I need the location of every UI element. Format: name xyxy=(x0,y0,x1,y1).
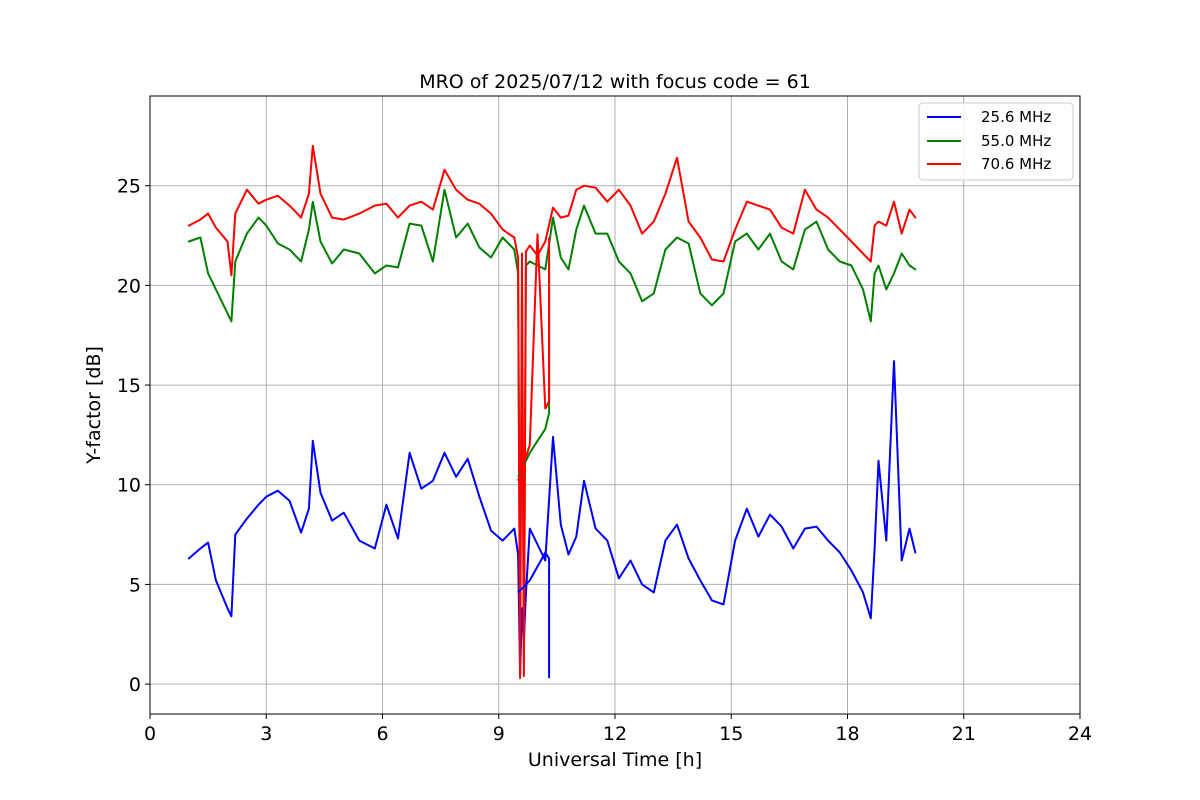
series-line-25-6-mhz xyxy=(187,360,917,676)
tick-layer: 0 3 6 9 12 15 18 21 24 0 5 10 15 20 25 xyxy=(117,176,1092,745)
y-tick-label: 25 xyxy=(117,176,141,198)
chart-title: MRO of 2025/07/12 with focus code = 61 xyxy=(419,71,811,93)
x-tick-label: 24 xyxy=(1068,723,1092,745)
y-tick-label: 0 xyxy=(129,674,141,696)
x-tick-label: 21 xyxy=(952,723,976,745)
series-line-55-0-mhz xyxy=(187,188,917,666)
x-tick-label: 0 xyxy=(144,723,156,745)
y-axis-label: Y-factor [dB] xyxy=(83,346,105,465)
legend-label-25-6: 25.6 MHz xyxy=(981,108,1051,126)
legend-box xyxy=(918,102,1074,181)
x-tick-label: 6 xyxy=(376,723,388,745)
legend-label-70-6: 70.6 MHz xyxy=(981,155,1051,173)
x-tick-label: 3 xyxy=(260,723,272,745)
y-tick-label: 15 xyxy=(117,375,141,397)
x-axis-label: Universal Time [h] xyxy=(528,749,702,771)
y-tick-label: 20 xyxy=(117,275,141,297)
series-transition-70-6-mhz xyxy=(517,233,551,482)
series-layer xyxy=(187,144,917,680)
series-transition-25-6-mhz xyxy=(517,550,551,679)
x-tick-label: 9 xyxy=(493,723,505,745)
y-tick-label: 10 xyxy=(117,475,141,497)
x-tick-label: 12 xyxy=(603,723,627,745)
legend-label-55-0: 55.0 MHz xyxy=(981,132,1051,150)
legend: 25.6 MHz 55.0 MHz 70.6 MHz xyxy=(918,102,1074,181)
x-tick-label: 15 xyxy=(719,723,743,745)
x-tick-label: 18 xyxy=(835,723,859,745)
y-tick-label: 5 xyxy=(129,574,141,596)
